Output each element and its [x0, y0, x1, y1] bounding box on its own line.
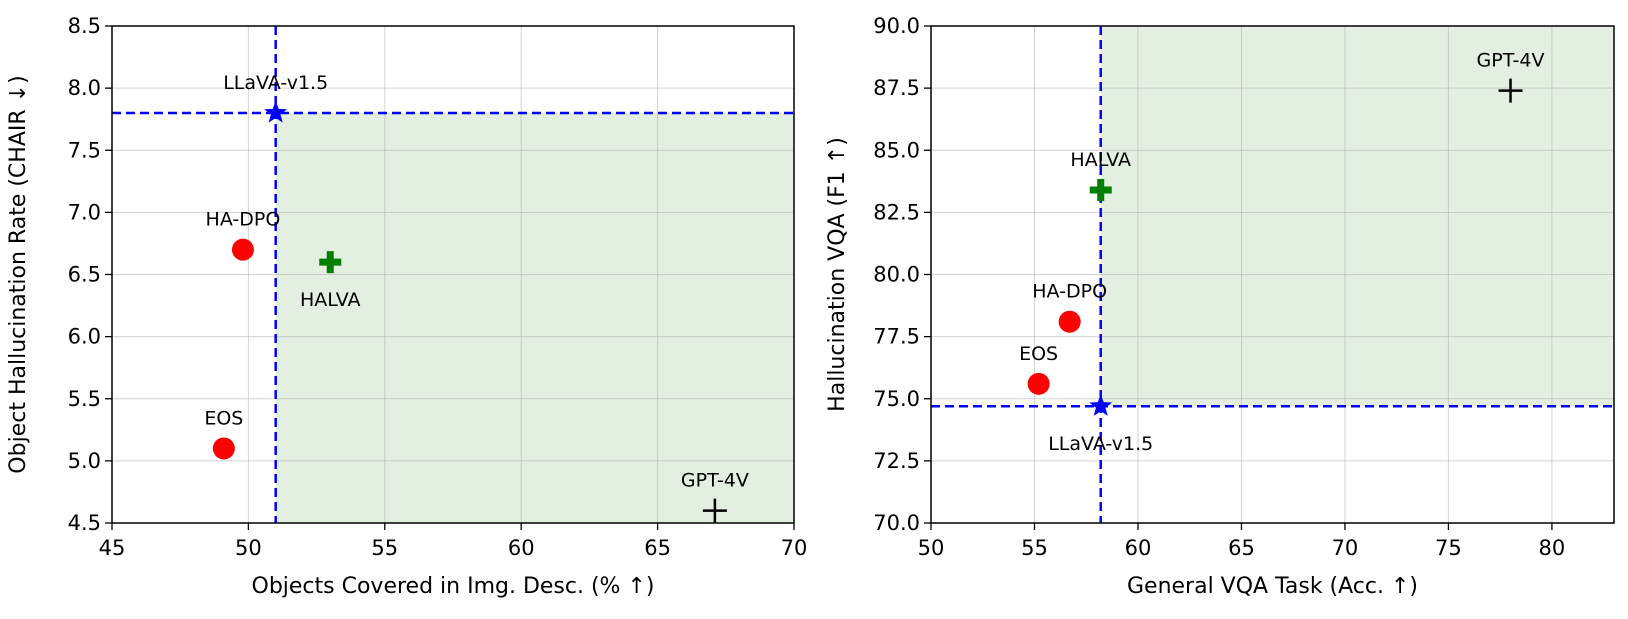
y-tick-label: 80.0: [873, 263, 920, 287]
y-tick-label: 87.5: [873, 76, 920, 100]
point-eos: [212, 437, 235, 460]
x-tick-label: 50: [235, 536, 262, 560]
shaded-region: [275, 112, 794, 523]
x-tick-label: 60: [508, 536, 535, 560]
y-tick-label: 4.5: [68, 511, 101, 535]
point-label-llava-v1-5: LLaVA-v1.5: [1048, 433, 1153, 455]
point-label-halva: HALVA: [1070, 149, 1131, 171]
x-tick-label: 75: [1435, 536, 1462, 560]
x-tick-label: 65: [644, 536, 671, 560]
y-tick-label: 8.5: [68, 14, 101, 38]
point-gpt-4v: [1498, 78, 1523, 103]
y-axis-title: Hallucination VQA (F1 ↑): [825, 137, 850, 412]
y-tick-label: 5.5: [68, 387, 101, 411]
y-tick-label: 77.5: [873, 325, 920, 349]
point-label-halva: HALVA: [300, 289, 361, 311]
y-tick-label: 6.0: [68, 325, 101, 349]
y-tick-label: 7.5: [68, 138, 101, 162]
y-tick-label: 75.0: [873, 387, 920, 411]
point-label-eos: EOS: [204, 407, 243, 429]
chart-1: 45 50 55 60 65 70 4.5 5.0 5.5 6.0 6.5 7.0 7.5 8.0 8.5 O…: [6, 14, 807, 599]
x-tick-label: 50: [918, 536, 945, 560]
x-tick-label: 80: [1539, 536, 1566, 560]
point-llava-v1-5: [1089, 394, 1113, 416]
point-label-gpt-4v: GPT-4V: [681, 470, 749, 492]
x-tick-label: 45: [99, 536, 126, 560]
x-axis-title: Objects Covered in Img. Desc. (% ↑): [252, 574, 655, 599]
x-tick-label: 55: [1021, 536, 1048, 560]
y-tick-label: 90.0: [873, 14, 920, 38]
point-halva: [1089, 179, 1112, 202]
y-tick-label: 8.0: [68, 76, 101, 100]
point-label-ha-dpo: HA-DPO: [206, 209, 281, 231]
point-llava-v1-5: [264, 100, 288, 123]
point-eos: [1027, 372, 1050, 395]
point-label-eos: EOS: [1019, 343, 1058, 365]
y-tick-label: 85.0: [873, 138, 920, 162]
y-tick-label: 72.5: [873, 449, 920, 473]
x-tick-label: 65: [1228, 536, 1255, 560]
x-tick-label: 70: [781, 536, 808, 560]
point-gpt-4v: [702, 498, 727, 523]
point-label-llava-v1-5: LLaVA-v1.5: [223, 72, 328, 94]
point-halva: [319, 251, 342, 274]
point-label-gpt-4v: GPT-4V: [1477, 50, 1545, 72]
y-tick-label: 7.0: [68, 200, 101, 224]
x-tick-label: 60: [1125, 536, 1152, 560]
point-ha-dpo: [231, 238, 254, 261]
y-tick-label: 6.5: [68, 263, 101, 287]
point-ha-dpo: [1058, 310, 1081, 333]
chart-2: 50 55 60 65 70 75 80 70.0 72.5 75.0 77.5 80.0 82.5 85…: [825, 14, 1615, 599]
y-axis-title: Object Hallucination Rate (CHAIR ↓): [6, 75, 31, 473]
x-axis-title: General VQA Task (Acc. ↑): [1127, 574, 1418, 599]
x-tick-label: 70: [1332, 536, 1359, 560]
y-tick-label: 82.5: [873, 200, 920, 224]
point-label-ha-dpo: HA-DPO: [1032, 281, 1107, 303]
shaded-region: [1100, 26, 1614, 407]
y-tick-label: 5.0: [68, 449, 101, 473]
y-tick-label: 70.0: [873, 511, 920, 535]
x-tick-label: 55: [371, 536, 398, 560]
